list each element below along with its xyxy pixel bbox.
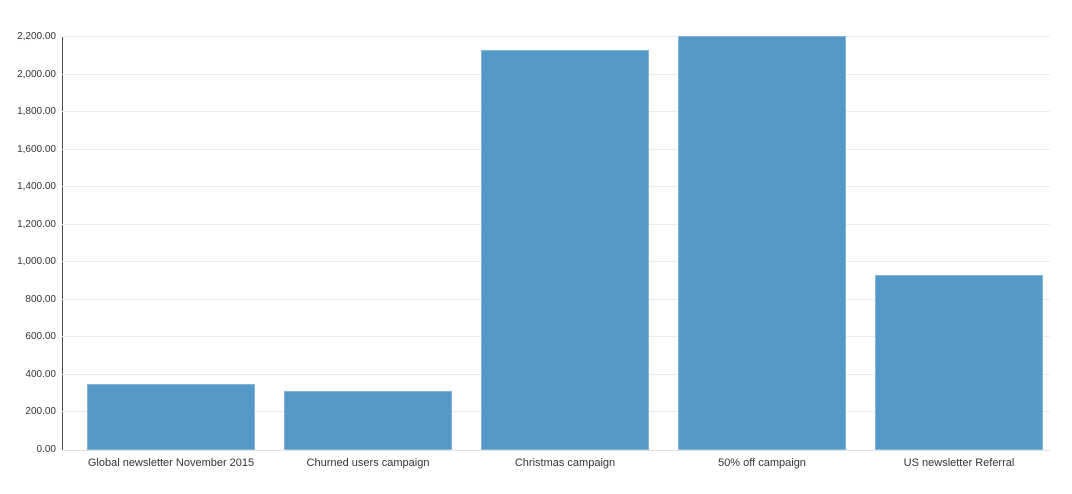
y-tick-label: 2,200.00 [17, 31, 56, 42]
y-tick-label: 1,200.00 [17, 218, 56, 230]
y-tick-label: 400.00 [25, 368, 56, 380]
y-tick-label: 1,000.00 [17, 256, 56, 268]
y-tick-label: 800.00 [25, 293, 56, 305]
y-tick-label: 0.00 [36, 444, 56, 455]
x-axis-label: Christmas campaign [514, 457, 616, 469]
bar[interactable] [678, 36, 846, 450]
bar[interactable] [875, 275, 1043, 450]
x-axis-label: Churned users campaign [306, 457, 430, 469]
y-tick-label: 600.00 [25, 331, 56, 343]
y-tick-label: 1,800.00 [17, 106, 56, 118]
y-axis-line [62, 37, 63, 451]
x-axis-label: 50% off campaign [718, 457, 806, 469]
plot-area [62, 36, 1050, 451]
x-axis-baseline [62, 450, 1050, 451]
x-axis-label: Global newsletter November 2015 [87, 457, 255, 469]
y-tick-label: 1,400.00 [17, 181, 56, 193]
bar[interactable] [284, 390, 452, 450]
y-tick-label: 200.00 [25, 406, 56, 418]
y-tick-label: 1,600.00 [17, 143, 56, 155]
y-tick-label: 2,000.00 [17, 68, 56, 80]
bar[interactable] [87, 383, 255, 450]
x-axis-label: US newsletter Referral [903, 457, 1015, 469]
bar[interactable] [481, 49, 649, 450]
gridline [62, 36, 1050, 37]
